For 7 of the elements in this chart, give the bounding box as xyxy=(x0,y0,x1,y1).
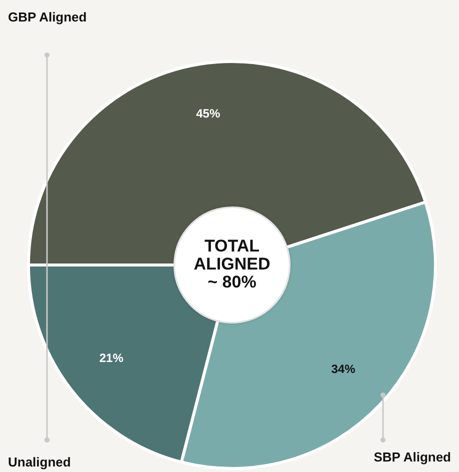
slice-label: GBP Aligned xyxy=(8,10,87,25)
data-label: 34% xyxy=(331,362,356,376)
slice-label: SBP Aligned xyxy=(374,450,452,465)
data-label: 21% xyxy=(99,350,124,365)
data-label: 45% xyxy=(196,106,220,121)
slice-label: Unaligned xyxy=(8,454,71,470)
text: TOTAL ALIGNED ~ 80% xyxy=(194,236,270,292)
